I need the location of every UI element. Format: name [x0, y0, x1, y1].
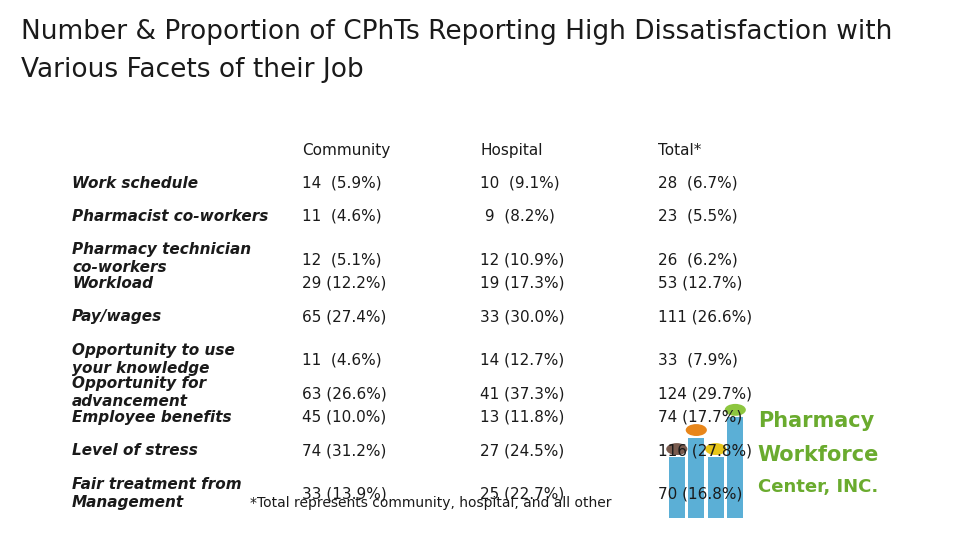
- Text: Total*: Total*: [658, 143, 701, 158]
- FancyBboxPatch shape: [728, 417, 743, 518]
- Text: 10  (9.1%): 10 (9.1%): [480, 176, 560, 191]
- Text: Opportunity for: Opportunity for: [72, 376, 206, 392]
- Text: 33 (30.0%): 33 (30.0%): [480, 309, 564, 325]
- Text: 53 (12.7%): 53 (12.7%): [658, 276, 742, 291]
- Text: Number & Proportion of CPhTs Reporting High Dissatisfaction with: Number & Proportion of CPhTs Reporting H…: [21, 19, 893, 45]
- Text: advancement: advancement: [72, 394, 188, 409]
- Text: Work schedule: Work schedule: [72, 176, 198, 191]
- Text: Pay/wages: Pay/wages: [72, 309, 162, 325]
- Text: 29 (12.2%): 29 (12.2%): [302, 276, 387, 291]
- Text: 116 (27.8%): 116 (27.8%): [658, 443, 752, 458]
- Text: 9  (8.2%): 9 (8.2%): [480, 209, 555, 224]
- Text: Workforce: Workforce: [757, 445, 879, 465]
- Circle shape: [685, 424, 707, 436]
- Text: 13 (11.8%): 13 (11.8%): [480, 410, 564, 425]
- Text: 74 (31.2%): 74 (31.2%): [302, 443, 387, 458]
- Text: 12  (5.1%): 12 (5.1%): [302, 252, 382, 267]
- Text: 27 (24.5%): 27 (24.5%): [480, 443, 564, 458]
- Text: 70 (16.8%): 70 (16.8%): [658, 487, 742, 502]
- Text: 65 (27.4%): 65 (27.4%): [302, 309, 387, 325]
- Text: Pharmacist co-workers: Pharmacist co-workers: [72, 209, 269, 224]
- Text: your knowledge: your knowledge: [72, 361, 209, 376]
- Text: 124 (29.7%): 124 (29.7%): [658, 386, 752, 401]
- Text: 11  (4.6%): 11 (4.6%): [302, 353, 382, 368]
- Text: Opportunity to use: Opportunity to use: [72, 343, 235, 358]
- Text: 111 (26.6%): 111 (26.6%): [658, 309, 752, 325]
- Text: 63 (26.6%): 63 (26.6%): [302, 386, 387, 401]
- Text: *Total represents community, hospital, and all other: *Total represents community, hospital, a…: [250, 496, 612, 510]
- Text: 12 (10.9%): 12 (10.9%): [480, 252, 564, 267]
- Text: Fair treatment from: Fair treatment from: [72, 477, 242, 492]
- Text: 33  (7.9%): 33 (7.9%): [658, 353, 737, 368]
- Text: Hospital: Hospital: [480, 143, 542, 158]
- Text: 41 (37.3%): 41 (37.3%): [480, 386, 564, 401]
- Text: 33 (13.9%): 33 (13.9%): [302, 487, 387, 502]
- Circle shape: [666, 443, 687, 455]
- Text: co-workers: co-workers: [72, 260, 167, 275]
- Text: 23  (5.5%): 23 (5.5%): [658, 209, 737, 224]
- Text: Management: Management: [72, 495, 184, 510]
- FancyBboxPatch shape: [688, 437, 705, 518]
- Text: 74 (17.7%): 74 (17.7%): [658, 410, 742, 425]
- Text: Workload: Workload: [72, 276, 153, 291]
- Text: Community: Community: [302, 143, 391, 158]
- Text: Level of stress: Level of stress: [72, 443, 198, 458]
- FancyBboxPatch shape: [708, 457, 724, 518]
- Text: 28  (6.7%): 28 (6.7%): [658, 176, 737, 191]
- Text: Various Facets of their Job: Various Facets of their Job: [21, 57, 364, 83]
- Text: 45 (10.0%): 45 (10.0%): [302, 410, 387, 425]
- Text: 11  (4.6%): 11 (4.6%): [302, 209, 382, 224]
- Text: Pharmacy: Pharmacy: [757, 411, 874, 431]
- Text: Pharmacy technician: Pharmacy technician: [72, 242, 252, 258]
- Text: 14  (5.9%): 14 (5.9%): [302, 176, 382, 191]
- Text: 25 (22.7%): 25 (22.7%): [480, 487, 564, 502]
- Text: 14 (12.7%): 14 (12.7%): [480, 353, 564, 368]
- Circle shape: [706, 443, 727, 455]
- Text: 26  (6.2%): 26 (6.2%): [658, 252, 737, 267]
- FancyBboxPatch shape: [669, 457, 684, 518]
- Text: 19 (17.3%): 19 (17.3%): [480, 276, 564, 291]
- Text: Employee benefits: Employee benefits: [72, 410, 231, 425]
- Circle shape: [725, 404, 746, 416]
- Text: Center, INC.: Center, INC.: [757, 478, 878, 496]
